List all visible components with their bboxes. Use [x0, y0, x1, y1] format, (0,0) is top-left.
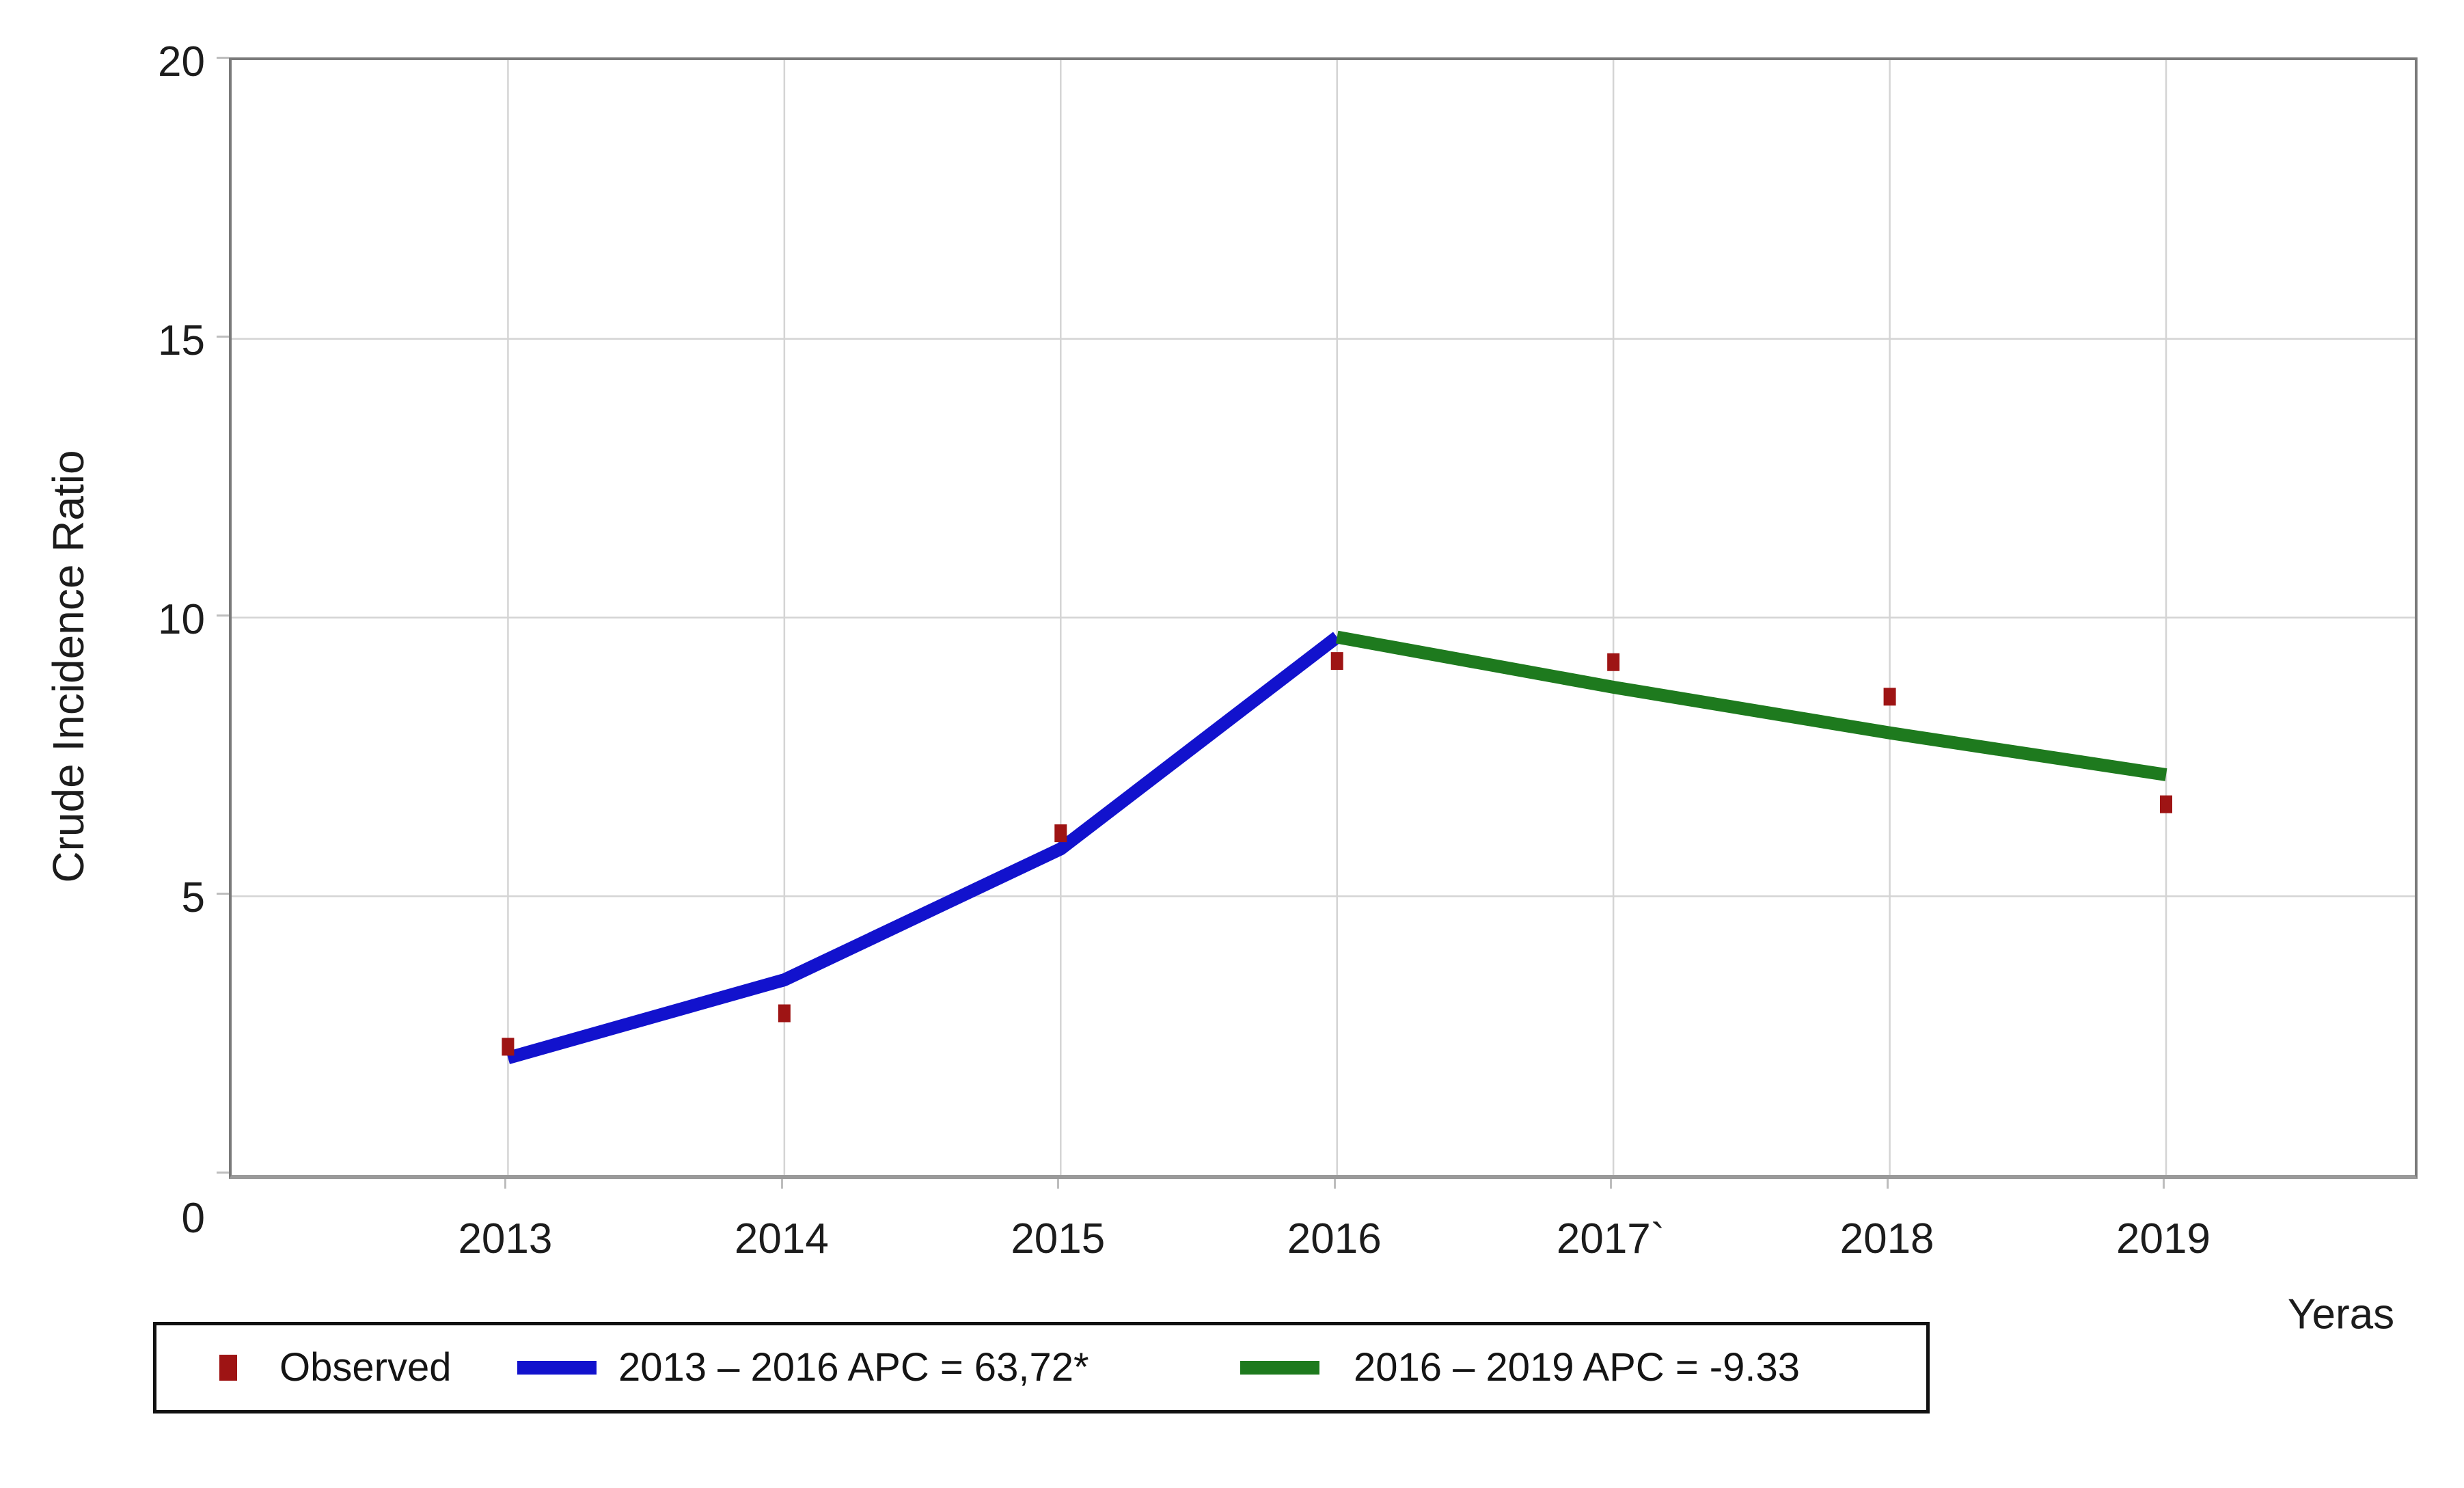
observed-marker	[1054, 824, 1067, 843]
legend-segment1-line-icon	[517, 1361, 597, 1375]
y-tick-mark	[217, 893, 229, 895]
observed-marker	[1883, 688, 1896, 706]
y-tick-mark	[217, 57, 229, 59]
x-tick-label-2014: 2014	[734, 1215, 829, 1262]
y-tick-label-10: 10	[158, 595, 205, 643]
chart-plot	[232, 60, 2415, 1175]
y-tick-label-0: 0	[181, 1195, 205, 1242]
y-tick-mark	[217, 1172, 229, 1174]
x-tick-mark	[1610, 1179, 1613, 1189]
legend: Observed 2013 – 2016 APC = 63,72* 2016 –…	[153, 1322, 1930, 1413]
x-tick-mark	[1057, 1179, 1060, 1189]
y-axis-title: Crude Incidence Ratio	[44, 450, 93, 883]
y-tick-mark	[217, 335, 229, 338]
x-tick-mark	[504, 1179, 507, 1189]
legend-observed-label: Observed	[279, 1345, 452, 1390]
x-tick-label-2017: 2017`	[1556, 1215, 1665, 1262]
x-tick-mark	[1333, 1179, 1336, 1189]
trend-line-1	[506, 632, 1341, 1064]
x-tick-label-2019: 2019	[2116, 1215, 2210, 1262]
legend-segment2-label: 2016 – 2019 APC = -9.33	[1354, 1345, 1801, 1390]
x-tick-label-2016: 2016	[1287, 1215, 1382, 1262]
x-tick-label-2018: 2018	[1839, 1215, 1934, 1262]
x-axis-title: Yeras	[2287, 1290, 2395, 1338]
y-tick-label-20: 20	[158, 38, 205, 85]
observed-marker	[778, 1004, 791, 1023]
observed-marker	[2160, 795, 2173, 813]
x-tick-mark	[780, 1179, 783, 1189]
observed-marker	[502, 1038, 515, 1056]
y-tick-mark	[217, 614, 229, 617]
y-tick-label-15: 15	[158, 316, 205, 364]
plot-area	[229, 57, 2418, 1179]
x-tick-label-2015: 2015	[1011, 1215, 1106, 1262]
observed-marker	[1330, 652, 1343, 671]
trend-line-2	[1336, 630, 2167, 781]
legend-segment2-line-icon	[1240, 1361, 1319, 1375]
legend-observed-marker-icon	[219, 1355, 237, 1381]
y-tick-label-5: 5	[181, 874, 205, 922]
x-tick-mark	[1886, 1179, 1889, 1189]
observed-marker	[1607, 653, 1620, 671]
x-tick-label-2013: 2013	[458, 1215, 553, 1262]
x-tick-mark	[2163, 1179, 2165, 1189]
legend-segment1-label: 2013 – 2016 APC = 63,72*	[618, 1345, 1089, 1390]
